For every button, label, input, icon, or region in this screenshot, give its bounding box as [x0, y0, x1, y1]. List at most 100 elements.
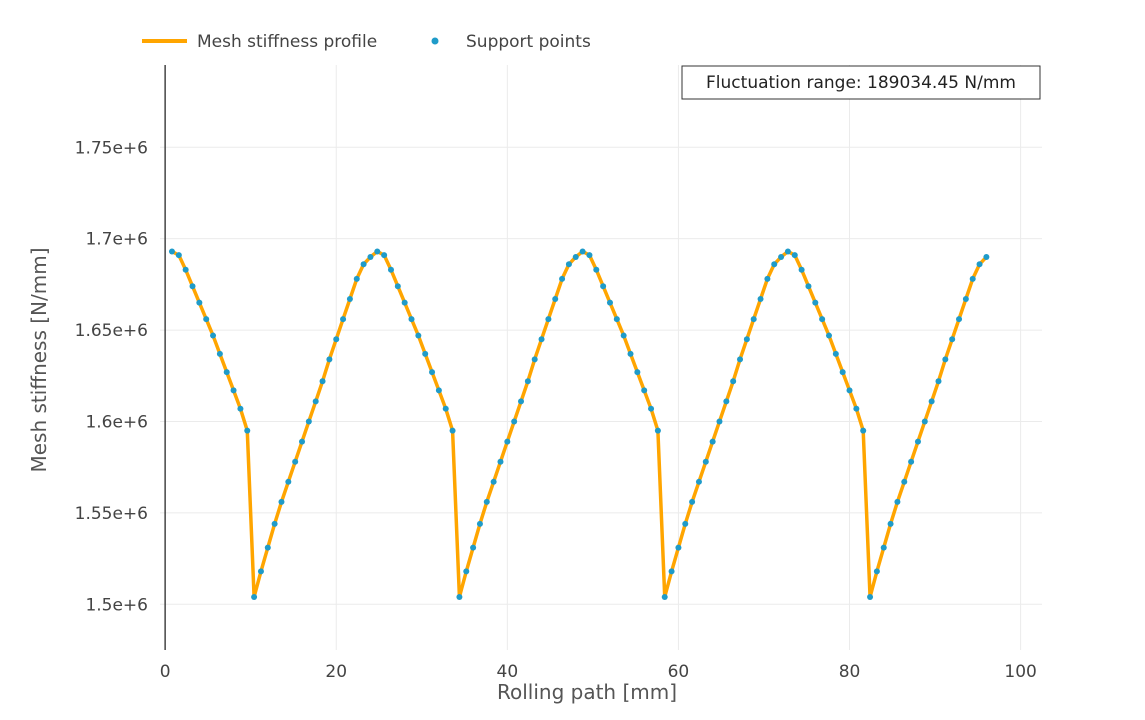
support-point[interactable]: [470, 544, 477, 551]
support-point[interactable]: [600, 283, 607, 290]
support-point[interactable]: [429, 369, 436, 376]
support-point[interactable]: [778, 253, 785, 260]
support-point[interactable]: [887, 520, 894, 527]
support-point[interactable]: [846, 387, 853, 394]
support-point[interactable]: [853, 405, 860, 412]
support-point[interactable]: [606, 299, 613, 306]
support-point[interactable]: [935, 378, 942, 385]
support-point[interactable]: [709, 438, 716, 445]
support-point[interactable]: [182, 266, 189, 273]
support-point[interactable]: [545, 316, 552, 323]
support-point[interactable]: [825, 332, 832, 339]
support-point[interactable]: [449, 427, 456, 434]
support-point[interactable]: [230, 387, 237, 394]
support-point[interactable]: [743, 336, 750, 343]
support-point[interactable]: [305, 418, 312, 425]
support-point[interactable]: [620, 332, 627, 339]
support-point[interactable]: [942, 356, 949, 363]
support-point[interactable]: [175, 252, 182, 259]
support-point[interactable]: [914, 438, 921, 445]
support-point[interactable]: [730, 378, 737, 385]
support-point[interactable]: [326, 356, 333, 363]
support-point[interactable]: [237, 405, 244, 412]
support-point[interactable]: [387, 266, 394, 273]
support-point[interactable]: [401, 299, 408, 306]
support-point[interactable]: [565, 261, 572, 268]
support-point[interactable]: [483, 498, 490, 505]
support-point[interactable]: [292, 458, 299, 465]
support-point[interactable]: [634, 369, 641, 376]
support-point[interactable]: [764, 275, 771, 282]
support-point[interactable]: [969, 275, 976, 282]
support-point[interactable]: [784, 248, 791, 255]
support-point[interactable]: [593, 266, 600, 273]
support-point[interactable]: [798, 266, 805, 273]
support-point[interactable]: [223, 369, 230, 376]
support-point[interactable]: [949, 336, 956, 343]
support-point[interactable]: [203, 316, 210, 323]
support-point[interactable]: [394, 283, 401, 290]
support-point[interactable]: [586, 252, 593, 259]
support-point[interactable]: [435, 387, 442, 394]
support-point[interactable]: [319, 378, 326, 385]
support-point[interactable]: [839, 369, 846, 376]
support-point[interactable]: [894, 498, 901, 505]
support-point[interactable]: [689, 498, 696, 505]
support-point[interactable]: [463, 568, 470, 575]
support-point[interactable]: [257, 568, 264, 575]
support-point[interactable]: [210, 332, 217, 339]
support-point[interactable]: [442, 405, 449, 412]
support-point[interactable]: [702, 458, 709, 465]
support-point[interactable]: [524, 378, 531, 385]
support-point[interactable]: [976, 261, 983, 268]
support-point[interactable]: [216, 350, 223, 357]
support-point[interactable]: [791, 252, 798, 259]
support-point[interactable]: [675, 544, 682, 551]
support-point[interactable]: [928, 398, 935, 405]
support-point[interactable]: [757, 296, 764, 302]
support-point[interactable]: [346, 296, 353, 302]
support-point[interactable]: [812, 299, 819, 306]
support-point[interactable]: [189, 283, 196, 290]
support-point[interactable]: [716, 418, 723, 425]
legend-item-points[interactable]: Support points: [431, 32, 591, 52]
support-point[interactable]: [771, 261, 778, 268]
support-point[interactable]: [374, 248, 381, 255]
support-point[interactable]: [531, 356, 538, 363]
support-point[interactable]: [908, 458, 915, 465]
support-point[interactable]: [456, 593, 463, 600]
support-point[interactable]: [168, 248, 175, 255]
support-point[interactable]: [278, 498, 285, 505]
support-point[interactable]: [668, 568, 675, 575]
support-point[interactable]: [750, 316, 757, 323]
support-point[interactable]: [559, 275, 566, 282]
support-point[interactable]: [285, 478, 292, 485]
support-point[interactable]: [340, 316, 347, 323]
support-point[interactable]: [511, 418, 518, 425]
support-point[interactable]: [538, 336, 545, 343]
support-point[interactable]: [873, 568, 880, 575]
support-point[interactable]: [661, 593, 668, 600]
support-point[interactable]: [518, 398, 525, 405]
support-point[interactable]: [579, 248, 586, 255]
support-point[interactable]: [695, 478, 702, 485]
support-point[interactable]: [381, 252, 388, 259]
support-point[interactable]: [737, 356, 744, 363]
support-point[interactable]: [367, 253, 374, 260]
support-point[interactable]: [983, 253, 990, 260]
support-point[interactable]: [490, 478, 497, 485]
support-point[interactable]: [956, 316, 963, 323]
support-point[interactable]: [476, 520, 483, 527]
support-point[interactable]: [627, 350, 634, 357]
support-point[interactable]: [408, 316, 415, 323]
support-point[interactable]: [312, 398, 319, 405]
support-point[interactable]: [962, 296, 969, 302]
support-point[interactable]: [415, 332, 422, 339]
support-point[interactable]: [299, 438, 306, 445]
support-point[interactable]: [353, 275, 360, 282]
support-point[interactable]: [271, 520, 278, 527]
support-point[interactable]: [860, 427, 867, 434]
support-point[interactable]: [880, 544, 887, 551]
support-point[interactable]: [921, 418, 928, 425]
support-point[interactable]: [832, 350, 839, 357]
